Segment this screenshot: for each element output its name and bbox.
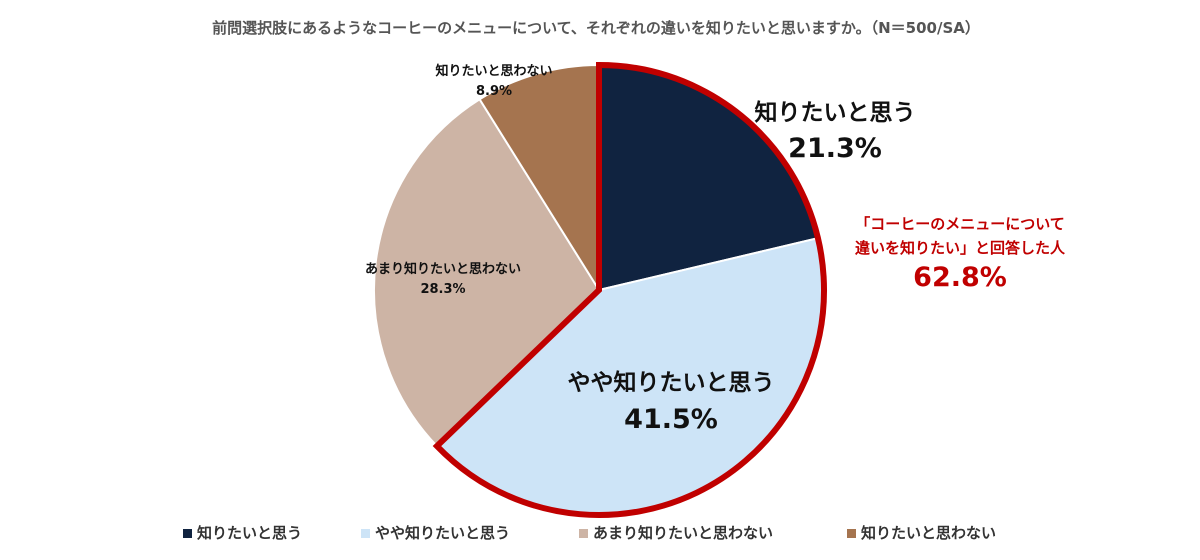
slice-labels: 知りたいと思う 21.3% やや知りたいと思う 41.5% あまり知りたいと思わ… bbox=[365, 63, 916, 435]
highlight-line-1: 「コーヒーのメニューについて bbox=[855, 215, 1065, 233]
pie-slices bbox=[373, 63, 825, 516]
pie-slice-2 bbox=[373, 97, 601, 448]
legend-swatch-2 bbox=[579, 529, 588, 538]
legend-swatch-0 bbox=[183, 529, 192, 538]
chart-title: 前問選択肢にあるようなコーヒーのメニューについて、それぞれの違いを知りたいと思い… bbox=[212, 19, 980, 37]
legend-label-2: あまり知りたいと思わない bbox=[593, 524, 773, 542]
highlight-line-2: 違いを知りたい」と回答した人 bbox=[855, 239, 1066, 257]
slice-label-value-2: 28.3% bbox=[420, 282, 465, 297]
slice-label-value-0: 21.3% bbox=[788, 133, 882, 164]
legend-label-3: 知りたいと思わない bbox=[861, 524, 996, 542]
legend-swatch-3 bbox=[847, 529, 856, 538]
legend-label-1: やや知りたいと思う bbox=[375, 524, 510, 542]
legend: 知りたいと思う やや知りたいと思う あまり知りたいと思わない 知りたいと思わない bbox=[183, 524, 996, 542]
slice-label-name-1: やや知りたいと思う bbox=[568, 369, 775, 396]
highlight-outline bbox=[432, 61, 827, 518]
highlight-outline-path bbox=[432, 61, 827, 518]
slice-label-name-2: あまり知りたいと思わない bbox=[365, 261, 521, 277]
slice-label-value-1: 41.5% bbox=[624, 404, 718, 435]
pie-slice-3 bbox=[478, 63, 600, 294]
legend-label-0: 知りたいと思う bbox=[197, 524, 302, 542]
highlight-value: 62.8% bbox=[913, 262, 1007, 293]
slice-label-value-3: 8.9% bbox=[476, 84, 512, 99]
legend-swatch-1 bbox=[361, 529, 370, 538]
highlight-annotation: 「コーヒーのメニューについて 違いを知りたい」と回答した人 62.8% bbox=[855, 215, 1066, 293]
slice-label-name-0: 知りたいと思う bbox=[755, 99, 916, 126]
slice-label-name-3: 知りたいと思わない bbox=[435, 63, 552, 79]
